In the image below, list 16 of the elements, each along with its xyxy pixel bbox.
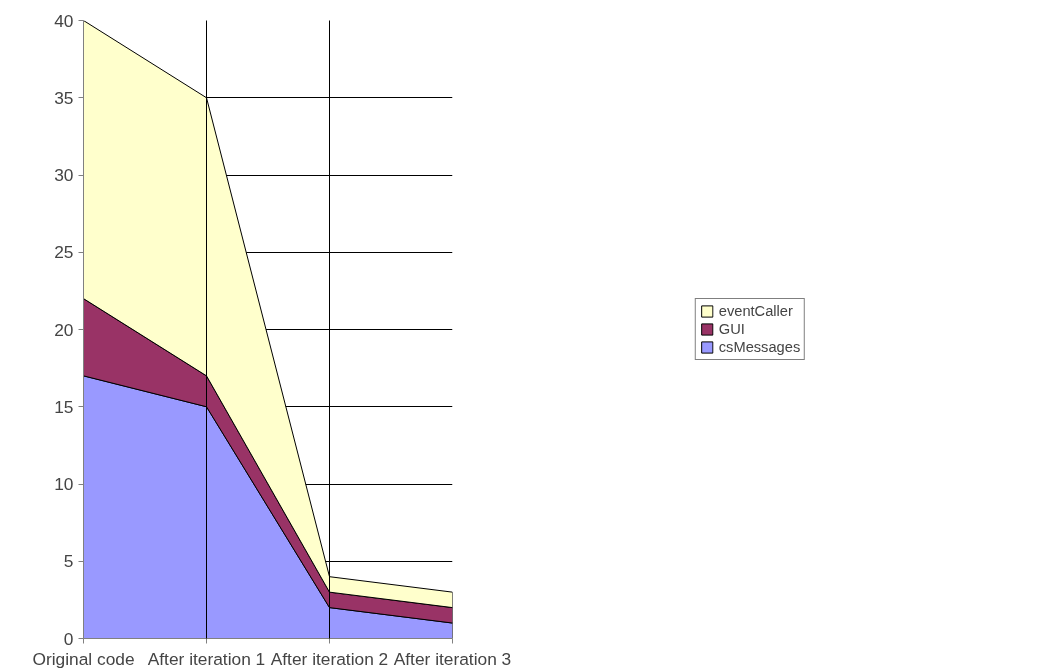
y-tick-label: 30 — [54, 165, 74, 185]
x-tick-label: Original code — [32, 648, 135, 669]
y-tick-label: 0 — [63, 628, 74, 649]
y-tick-label: 40 — [54, 10, 74, 31]
x-tick-label: After iteration 3 — [393, 648, 512, 669]
legend-label: csMessages — [718, 339, 801, 355]
y-tick-label: 5 — [63, 551, 74, 572]
y-tick-label: 35 — [54, 87, 74, 108]
legend-label: eventCaller — [718, 303, 793, 319]
y-tick-label: 10 — [54, 474, 74, 494]
y-tick-label: 20 — [54, 319, 74, 340]
x-tick-label: After iteration 1 — [147, 648, 266, 669]
y-tick-label: 25 — [54, 242, 74, 263]
legend-label: GUI — [718, 321, 745, 337]
y-tick-label: 15 — [54, 396, 74, 417]
x-tick-label: After iteration 2 — [270, 648, 389, 669]
